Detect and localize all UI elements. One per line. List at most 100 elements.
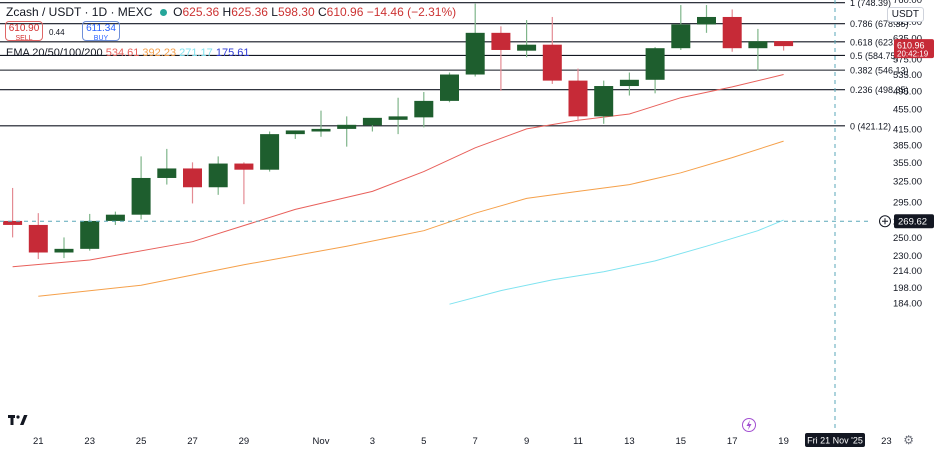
crosshair-date-badge (805, 433, 865, 447)
candle-body-29 (748, 41, 768, 49)
last-price-label: 610.96 (897, 41, 925, 51)
candle-body-28 (722, 16, 742, 49)
x-tick-label-2: 25 (136, 436, 147, 447)
y-tick-label-3: 230.00 (893, 251, 922, 262)
y-tick-label-7: 325.00 (893, 177, 922, 188)
open-value: 625.36 (182, 5, 220, 19)
candle-body-2 (54, 248, 74, 253)
y-tick-label-1: 198.00 (893, 283, 922, 294)
ema-legend[interactable]: EMA 20/50/100/200 534.61 392.23 271.17 1… (6, 47, 250, 59)
last-price-badge (894, 39, 934, 59)
x-tick-label-5: Nov (313, 436, 330, 447)
crosshair-icon (879, 215, 891, 228)
open-label: O (173, 5, 183, 19)
ema-200-value: 175.61 (215, 47, 250, 59)
candle-body-30 (774, 41, 794, 47)
sell-price: 610.90 (8, 23, 40, 34)
candle-body-18 (465, 32, 485, 75)
candle-body-8 (208, 163, 228, 188)
x-tick-label-15: 23 (881, 436, 892, 447)
spread-value: 0.44 (49, 28, 65, 37)
candle-body-27 (697, 16, 716, 25)
x-tick-label-13: 17 (727, 436, 738, 447)
candle-body-25 (645, 48, 665, 80)
candle-body-22 (568, 80, 588, 117)
time-axis: 21 23 25 27 29 Nov 3 5 7 9 11 13 15 17 19 23 Fri 21 Nov … (33, 433, 892, 447)
x-tick-label-3: 27 (187, 436, 198, 447)
candle-body-6 (157, 168, 177, 178)
fib-label-2: 0.618 (623.37) (850, 37, 909, 47)
candle-body-0 (3, 220, 23, 225)
fib-label-0: 1 (748.39) (850, 0, 891, 8)
market-open-dot (159, 9, 167, 16)
y-tick-label-16: 685.00 (893, 17, 922, 28)
zoom-settings-icon[interactable]: ⚙ (903, 433, 914, 447)
candle-body-21 (542, 44, 562, 81)
low-value: 598.30 (277, 5, 315, 19)
candle-body-11 (285, 130, 305, 135)
ema-lines (12, 74, 784, 305)
crosshair-price-label: 269.62 (898, 217, 927, 228)
x-tick-label-4: 29 (239, 436, 250, 447)
candle-body-1 (28, 224, 48, 253)
ema-line-2 (449, 219, 784, 305)
candle-body-3 (80, 220, 100, 249)
y-tick-label-9: 385.00 (893, 140, 922, 151)
x-tick-label-10: 11 (573, 436, 583, 447)
y-tick-label-6: 295.00 (893, 197, 922, 208)
y-tick-label-2: 214.00 (893, 266, 922, 277)
candle-body-24 (619, 79, 639, 87)
tradingview-logo-icon (8, 415, 28, 425)
sell-label: SELL (15, 35, 33, 42)
low-label: L (271, 5, 278, 19)
change-value: −14.46 (−2.31%) (366, 5, 457, 19)
high-label: H (222, 5, 232, 19)
buy-button[interactable]: 611.34 BUY (82, 21, 120, 42)
x-tick-label-0: 21 (33, 436, 44, 447)
y-tick-label-4: 250.00 (893, 233, 922, 244)
candle-body-14 (362, 117, 382, 126)
x-tick-label-14: 19 (778, 436, 789, 447)
countdown-label: 20:42:19 (897, 50, 929, 59)
candle-body-15 (388, 116, 408, 120)
symbol-title[interactable]: Zcash / USDT · 1D · MEXC (6, 5, 153, 19)
candle-body-19 (491, 32, 511, 50)
close-label: C (318, 5, 327, 19)
x-tick-label-12: 15 (676, 436, 687, 447)
lightning-icon (742, 418, 756, 432)
ema-label: EMA 20/50/100/200 (6, 47, 103, 59)
price-axis: 184.00198.00214.00230.00250.00270.00295.… (893, 0, 922, 310)
candle-body-17 (440, 74, 459, 101)
lightning-icon-bolt (746, 420, 752, 430)
y-tick-label-11: 455.00 (893, 105, 922, 116)
crosshair-price-badge (894, 214, 934, 229)
ema-20-value: 534.61 (105, 47, 140, 59)
buy-price: 611.34 (86, 23, 116, 34)
candle-body-12 (311, 128, 331, 132)
quote-currency-selector[interactable]: USDT (886, 7, 924, 22)
y-tick-label-0: 184.00 (893, 299, 922, 310)
x-tick-label-8: 7 (473, 436, 478, 447)
ema-50-value: 392.23 (142, 47, 177, 59)
candle-body-20 (517, 44, 537, 51)
buy-label: BUY (93, 35, 109, 42)
sell-button[interactable]: 610.90 SELL (5, 21, 43, 42)
x-tick-label-6: 3 (370, 436, 375, 447)
candles (3, 3, 794, 260)
y-tick-label-13: 535.00 (893, 70, 922, 81)
candle-body-23 (594, 86, 614, 117)
y-tick-label-10: 415.00 (893, 124, 922, 135)
ema-line-0 (12, 74, 784, 268)
candle-body-7 (183, 168, 202, 188)
fib-label-6: 0 (421.12) (850, 121, 891, 131)
y-tick-label-12: 495.00 (893, 87, 922, 98)
x-tick-label-11: 13 (624, 436, 635, 447)
candle-body-5 (131, 177, 151, 215)
x-tick-label-9: 9 (524, 436, 529, 447)
fib-label-3: 0.5 (584.75) (850, 51, 899, 61)
crosshair (0, 0, 872, 432)
fib-label-5: 0.236 (498.35) (850, 85, 909, 95)
candle-body-4 (105, 214, 125, 221)
